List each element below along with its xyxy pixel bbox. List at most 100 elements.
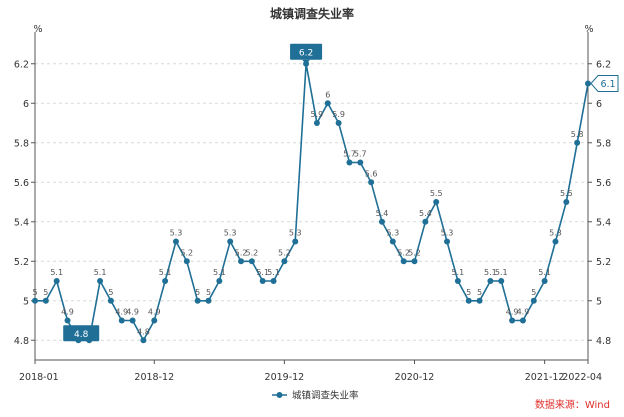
data-point [140,337,147,344]
data-point [172,238,179,245]
gridlines [35,63,588,341]
data-point [248,258,255,265]
data-point [129,317,136,324]
data-point [574,139,581,146]
data-point [411,258,418,265]
data-point [444,238,451,245]
data-point [530,297,537,304]
annotations: 6.2 4.8 6.1 [63,43,619,342]
y-tick-label-right: 5.4 [596,217,611,228]
data-label: 4.9 [506,308,519,317]
data-label: 5.1 [484,268,497,277]
data-label: 5.7 [343,150,356,159]
data-point [151,317,158,324]
data-point [259,278,266,284]
data-label: 5.3 [289,229,302,238]
data-label: 5.1 [94,268,107,277]
data-point [53,278,60,284]
data-point [541,278,548,284]
data-label: 5.4 [419,209,432,218]
series-path [35,63,589,342]
x-tick-label: 2020-12 [395,372,435,383]
data-label: 5.3 [549,229,562,238]
data-point [64,317,71,324]
data-label: 5.2 [180,248,193,257]
data-point [487,278,494,284]
data-label: 4.9 [148,308,161,317]
x-tick-label: 2019-12 [265,372,305,383]
data-label: 5.8 [571,130,584,139]
data-point [454,278,461,284]
data-point [292,238,299,245]
data-point [194,297,201,304]
data-point [422,218,429,225]
legend[interactable]: 城镇调查失业率 [272,390,359,402]
data-point [400,258,407,265]
data-label: 5 [195,288,200,297]
data-label: 5.3 [170,229,183,238]
x-tick-label: 2018-12 [134,372,174,383]
data-label: 5.4 [376,209,389,218]
data-point [107,297,114,304]
data-point [216,278,223,284]
data-point [313,120,320,126]
data-label: 5.1 [495,268,508,277]
data-label: 5 [32,288,37,297]
data-label: 5.1 [50,268,63,277]
data-label: 4.9 [517,308,530,317]
axes: 4.8 4.85 55.2 5.25.4 5.45.6 5.65.8 5.86 66.2 6.2… [14,32,611,383]
left-axis-unit: % [33,24,42,35]
data-label: 5 [206,288,211,297]
data-point [368,179,375,186]
data-point [227,238,234,245]
data-point [205,297,212,304]
max-value-label: 6.2 [299,48,313,58]
data-label: 5.7 [354,150,367,159]
y-tick-label-left: 5.8 [14,138,29,149]
chart-title: 城镇调查失业率 [270,6,354,21]
data-label: 4.9 [61,308,74,317]
y-tick-label-left: 5 [23,296,29,307]
data-point [281,258,288,265]
data-point [389,238,396,245]
max-value-box [290,43,323,60]
data-point [585,80,591,87]
data-point [519,317,526,324]
data-point [465,297,472,304]
max-value-pointer [302,59,311,64]
data-label: 5 [43,288,48,297]
data-point [32,297,38,304]
data-point [346,159,353,166]
data-point [563,199,570,205]
y-tick-label-right: 5.2 [596,257,611,268]
data-label: 5.1 [538,268,551,277]
right-axis-unit: % [584,24,593,35]
data-label: 5 [477,288,482,297]
data-label: 4.8 [137,327,150,336]
data-point [270,278,277,284]
legend-label: 城镇调查失业率 [292,390,359,402]
data-point [357,159,364,166]
min-value-box [63,325,100,342]
data-label: 5.2 [235,248,248,257]
y-tick-label-left: 5.4 [14,217,29,228]
data-label: 5.3 [386,229,399,238]
data-point [324,100,331,107]
y-tick-label-right: 5 [596,296,602,307]
y-tick-label-left: 4.8 [14,336,29,347]
data-label: 5.2 [408,248,421,257]
data-label: 4.9 [115,308,128,317]
y-tick-label-right: 4.8 [596,336,611,347]
data-label: 5.1 [213,268,226,277]
source-note: 数据来源：Wind [534,400,610,411]
data-point [498,278,505,284]
data-point [509,317,516,324]
y-tick-label-right: 6.2 [596,59,611,70]
legend-point-marker [276,392,283,398]
data-point [97,278,104,284]
data-label: 5.1 [267,268,280,277]
data-point [118,317,125,324]
y-tick-label-left: 5.6 [14,178,29,189]
data-label: 5.5 [560,189,573,198]
